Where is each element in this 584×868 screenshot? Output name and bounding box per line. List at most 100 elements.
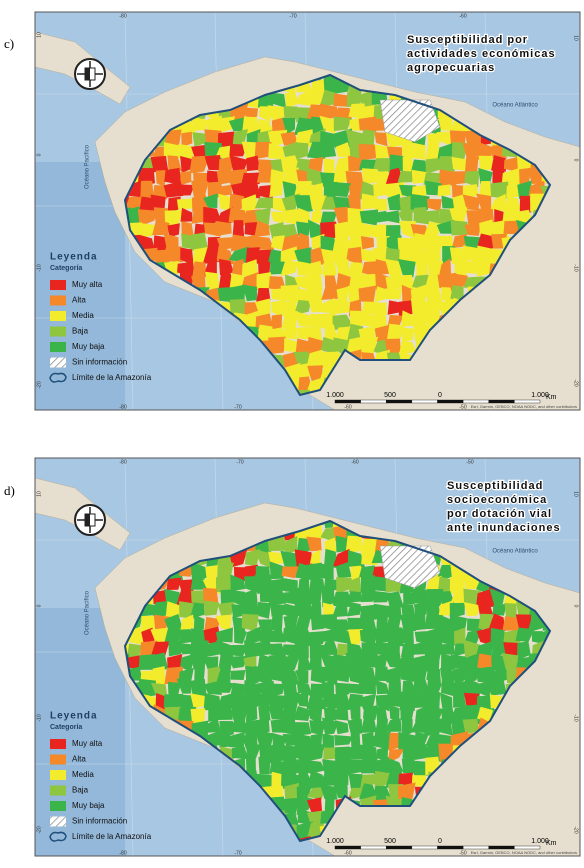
map-patch (204, 600, 219, 616)
map-patch (306, 787, 326, 800)
coordinate-label: 10 (36, 491, 42, 497)
scale-bar (360, 399, 387, 404)
map-patch (350, 705, 361, 723)
map-patch (412, 310, 428, 331)
ocean-label: Océano Pacífico (85, 590, 91, 635)
map-patch (347, 719, 363, 735)
map-patch (254, 220, 270, 237)
map-patch (454, 627, 466, 646)
map-patch (371, 590, 392, 603)
map-patch (400, 614, 417, 632)
map-patch (246, 743, 262, 763)
map-patch (283, 208, 298, 225)
map-patch (374, 198, 388, 211)
map-patch (254, 249, 272, 265)
no-data-area (379, 545, 441, 589)
panel-label: d) (4, 483, 15, 498)
legend-swatch (50, 295, 66, 306)
map-patch (180, 207, 193, 222)
coordinate-label: 0 (573, 159, 579, 162)
panel-label: c) (4, 36, 14, 51)
map-patch (441, 680, 454, 697)
map-patch (464, 154, 479, 175)
legend-label: Baja (72, 786, 89, 795)
map-patch (233, 626, 247, 644)
map-patch (450, 284, 464, 301)
map-patch (281, 577, 298, 593)
map-patch (294, 642, 309, 659)
map-patch (295, 670, 309, 684)
map-patch (268, 666, 286, 682)
legend-label: Muy alta (72, 280, 103, 289)
map-patch (125, 185, 130, 199)
map-patch (453, 665, 467, 686)
map-patch (258, 704, 271, 721)
map-patch (256, 602, 272, 619)
map-patch (358, 285, 377, 304)
coordinate-label: -60 (351, 459, 358, 465)
map-patch (230, 670, 246, 680)
scale-label: 1.000 (531, 838, 549, 845)
map-patch (438, 718, 453, 736)
coordinate-label: -70 (234, 850, 241, 856)
map-patch (228, 693, 247, 712)
map-patch (229, 143, 248, 157)
map-patch (333, 116, 352, 132)
scale-bar (462, 845, 489, 850)
legend-swatch (50, 311, 66, 321)
scale-label: 0 (438, 392, 442, 399)
map-patch (424, 180, 442, 196)
legend-subtitle: Categoría (50, 724, 82, 731)
map-patch (450, 220, 468, 236)
map-patch (254, 207, 271, 225)
map-patch (360, 193, 378, 210)
map-patch (296, 260, 310, 276)
map-patch (334, 734, 353, 746)
map-patch (397, 259, 416, 278)
map-patch (491, 155, 506, 172)
map-patch (319, 115, 336, 134)
map-patch (399, 693, 415, 711)
legend-outline (49, 372, 67, 383)
coordinate-label: -10 (36, 714, 42, 721)
coordinate-label: -70 (289, 13, 296, 19)
scale-label: 0 (438, 838, 442, 845)
coordinate-label: 10 (36, 32, 42, 38)
legend-swatch (50, 739, 66, 749)
map-patch (332, 706, 349, 721)
map-patch (464, 170, 480, 188)
map-patch (386, 666, 401, 684)
map-patch (254, 197, 274, 209)
legend-label: Alta (72, 296, 86, 305)
map-patch (215, 220, 232, 237)
ocean-deep (35, 608, 125, 856)
coordinate-label: 10 (573, 35, 579, 41)
map-patch (384, 288, 402, 300)
map-patch (181, 131, 193, 147)
map-patch (245, 665, 259, 685)
map-patch (230, 574, 246, 592)
no-data-area (379, 99, 441, 143)
map-patch (231, 258, 245, 276)
map-title: Susceptibilidad por (407, 34, 528, 46)
coordinate-label: -10 (573, 714, 579, 721)
scale-bar (488, 399, 515, 404)
coordinate-label: -70 (234, 404, 241, 410)
map-panel: -80 -70 -60 -50 -80 -70 -60 -50 10 0 -10 -20 10 0 -10 -… (34, 457, 581, 857)
map-patch (453, 693, 467, 708)
legend-label: Sin información (72, 358, 127, 367)
map-patch (141, 627, 155, 643)
map-patch (347, 602, 361, 617)
map-patch (191, 116, 209, 131)
map-patch (319, 784, 338, 800)
coordinate-label: -20 (573, 826, 579, 833)
map-patch (295, 614, 312, 630)
map-patch (189, 155, 210, 174)
map-patch (269, 561, 285, 580)
scale-bar (360, 845, 387, 850)
scale-bar (514, 399, 541, 404)
map-patch (228, 644, 249, 657)
map-patch (166, 577, 182, 590)
coordinate-label: 0 (36, 153, 42, 156)
map-patch (307, 601, 322, 621)
